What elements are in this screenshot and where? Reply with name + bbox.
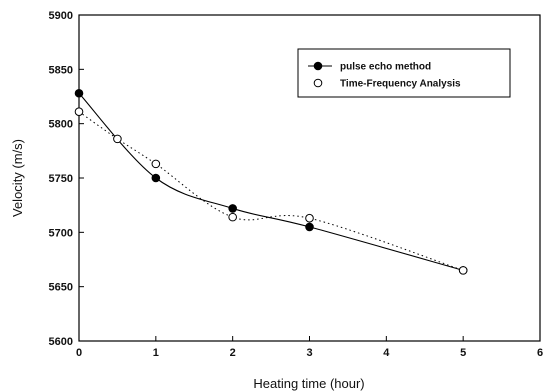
x-tick-label: 6 [537,347,543,359]
x-axis-title: Heating time (hour) [253,376,364,391]
legend-box [297,48,511,98]
series-points [74,88,468,275]
pulse-echo-point [228,204,237,213]
pulse-echo-point [151,173,161,183]
x-tick-label: 1 [153,347,159,359]
legend-label-pulse-echo: pulse echo method [340,62,431,73]
time-frequency-point [458,266,468,275]
legend-marker-time-frequency [313,78,323,88]
time-frequency-point [305,213,314,223]
y-tick-label: 5900 [49,10,73,22]
time-frequency-point [113,134,122,144]
y-axis-title: Velocity (m/s) [10,139,25,217]
x-tick-label: 5 [460,347,466,359]
series-lines [78,92,464,271]
y-axis-ticks: 5600 5650 5700 5750 5800 5850 5900 [49,10,84,348]
pulse-echo-point [305,222,314,232]
x-tick-label: 2 [230,347,236,359]
legend: pulse echo method Time-Frequency Analysi… [297,48,511,98]
x-tick-label: 3 [306,347,312,359]
y-tick-label: 5650 [49,282,73,294]
x-axis-ticks: 0 1 2 3 4 5 6 [76,336,543,359]
time-frequency-point [151,159,161,169]
legend-marker-pulse-echo [313,61,323,71]
x-tick-label: 0 [76,347,82,359]
time-frequency-point [74,107,84,117]
x-tick-label: 4 [383,347,390,359]
time-frequency-point [228,212,237,222]
y-tick-label: 5700 [49,227,73,239]
series-line-0 [78,92,464,271]
y-tick-label: 5800 [49,119,73,131]
legend-label-time-frequency: Time-Frequency Analysis [340,79,461,90]
y-tick-label: 5850 [49,64,73,76]
y-tick-label: 5600 [49,336,73,348]
series-line-1 [78,111,464,271]
y-tick-label: 5750 [49,173,73,185]
pulse-echo-point [74,88,84,98]
